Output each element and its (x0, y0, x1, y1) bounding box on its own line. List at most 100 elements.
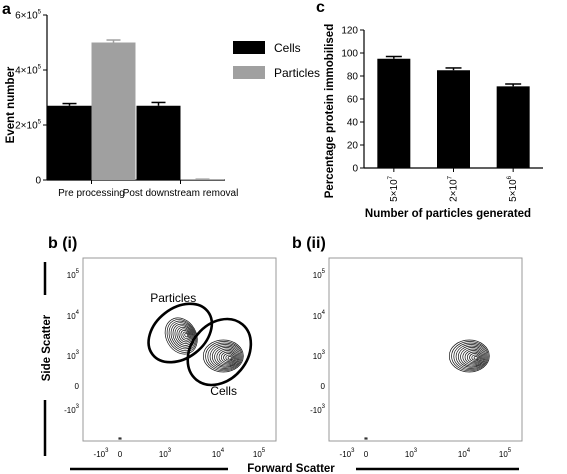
chart-c-y-tick-label: 120 (341, 26, 358, 37)
chart-a-y-axis-label: Event number (5, 66, 17, 143)
contour-line (223, 353, 234, 362)
chart-c-protein-immobilised: Percentage protein immobilised Number of… (324, 24, 543, 220)
flow-x-tick-label: -103 (94, 448, 110, 459)
chart-a-bar (136, 105, 181, 180)
flow-event-dot (118, 438, 120, 440)
flow-x-tick-label: 0 (364, 450, 369, 459)
chart-c-y-tick-label: 60 (347, 95, 359, 106)
contour-line (464, 350, 483, 365)
chart-a-legend-swatch (233, 41, 265, 54)
contour-line (473, 356, 478, 360)
panel-label-a: a (2, 1, 11, 18)
panel-label-b-i: b (i) (48, 235, 77, 252)
contour-line (205, 341, 243, 372)
chart-a-y-tick-label: 2×105 (15, 120, 42, 132)
flow-event-dot (365, 437, 367, 439)
cells-gate (186, 317, 253, 387)
shared-forward-scatter-axis: Forward Scatter (70, 463, 519, 474)
flow-event-dot (119, 438, 121, 440)
contour-line (220, 351, 235, 364)
contour-line (214, 347, 239, 367)
flow-x-tick-label: 105 (253, 448, 266, 459)
flow-event-dot (118, 437, 120, 439)
chart-c-x-tick-label-group: 5×106 (507, 175, 519, 202)
contour-line (225, 354, 233, 361)
particles-gate-label: Particles (150, 291, 196, 305)
contour-line (178, 328, 191, 343)
contour-line (218, 350, 237, 365)
contour-line (182, 331, 190, 339)
contour-line (164, 317, 198, 355)
chart-c-y-tick-label: 0 (352, 164, 358, 175)
contour-line (455, 344, 487, 369)
chart-c-bar (437, 70, 470, 168)
flow-y-tick-label: 105 (67, 269, 80, 280)
flow-x-tick-label: 103 (405, 448, 418, 459)
flow-x-tick-label: 103 (159, 448, 172, 459)
contour-line (451, 341, 489, 372)
chart-c-y-tick-label: 40 (347, 118, 359, 129)
chart-c-x-tick-label: 2×107 (448, 175, 460, 202)
contour-line (211, 345, 240, 368)
chart-c-y-tick-label: 20 (347, 141, 359, 152)
contour-line (207, 342, 242, 371)
contour-population (202, 339, 244, 373)
flow-y-tick-label: 103 (67, 350, 80, 361)
contour-line (448, 339, 490, 373)
chart-c-x-tick-label-group: 2×107 (448, 175, 460, 202)
flow-event-dot (120, 438, 122, 440)
chart-a-event-number: Event number 0 2×105 4×105 6×105 Pre process… (5, 10, 320, 200)
flow-y-tick-label: 104 (67, 310, 80, 321)
side-scatter-label: Side Scatter (41, 314, 53, 381)
flow-y-tick-label: -103 (310, 404, 326, 415)
flow-x-tick-label: 105 (499, 448, 512, 459)
shared-side-scatter-axis: Side Scatter (41, 262, 53, 456)
flow-x-tick-label: -103 (340, 448, 356, 459)
flow-x-tick-label: 104 (212, 448, 225, 459)
chart-a-bar (47, 105, 92, 180)
contour-line (166, 319, 197, 353)
contour-line (180, 330, 190, 341)
flow-event-dot (366, 438, 368, 440)
chart-a-legend-label: Cells (274, 41, 301, 55)
flow-plot-b-ii: -103 0 103 104 105 -103 0 103 104 105 (310, 257, 523, 459)
contour-population (448, 339, 490, 373)
chart-c-y-axis-label: Percentage protein immobilised (324, 24, 336, 198)
contour-line (176, 326, 192, 345)
flow-x-tick-label: 0 (118, 450, 123, 459)
flow-event-dot (364, 437, 366, 439)
particles-gate (147, 302, 214, 364)
chart-c-y-tick-label: 100 (341, 49, 358, 60)
contour-line (209, 344, 241, 369)
panel-label-b-ii: b (ii) (292, 235, 326, 252)
forward-scatter-label: Forward Scatter (247, 463, 335, 474)
contour-line (174, 325, 193, 346)
flow-event-dot (366, 437, 368, 439)
flow-y-tick-label: 105 (313, 269, 326, 280)
chart-c-y-tick-label: 80 (347, 72, 359, 83)
chart-a-legend-swatch (233, 66, 265, 79)
flow-event-dot (119, 437, 121, 439)
chart-a-y-tick-label: 4×105 (15, 65, 42, 77)
flow-event-dot (364, 438, 366, 440)
contour-line (462, 348, 484, 366)
flow-y-tick-label: 0 (75, 382, 80, 391)
flow-y-tick-label: 103 (313, 350, 326, 361)
chart-c-x-tick-label: 5×106 (507, 175, 519, 202)
contour-line (184, 333, 189, 338)
contour-line (469, 353, 480, 362)
contour-line (460, 347, 485, 367)
cells-gate-label: Cells (210, 384, 237, 398)
flow-y-tick-label: -103 (64, 404, 80, 415)
flow-x-tick-label: 104 (458, 448, 471, 459)
panel-label-c: c (316, 0, 325, 16)
flow-frame (328, 257, 523, 442)
contour-line (216, 348, 238, 366)
chart-c-x-tick-label: 5×107 (388, 175, 400, 202)
chart-a-y-tick-label: 0 (35, 176, 41, 187)
chart-a-x-tick-label: Pre processing (58, 188, 125, 199)
chart-a-y-tick-label: 6×105 (15, 10, 42, 22)
contour-line (202, 339, 244, 373)
contour-line (466, 351, 481, 364)
